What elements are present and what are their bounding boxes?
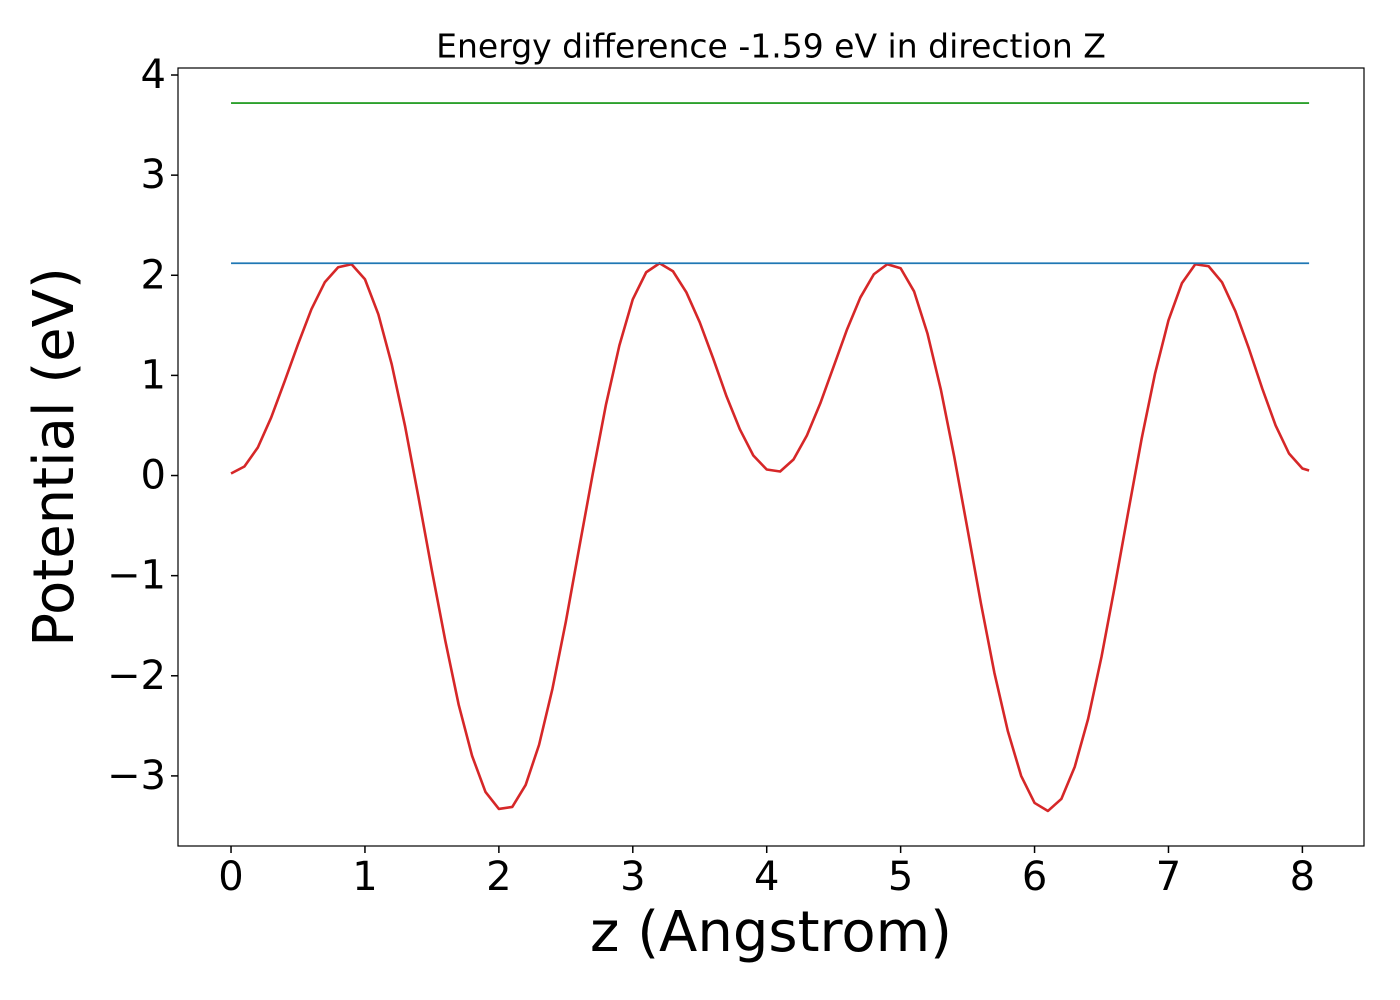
x-axis-label: z (Angstrom): [590, 900, 952, 965]
y-tick-label: 0: [141, 453, 166, 499]
y-tick-label: 3: [141, 152, 166, 198]
y-tick-label: 1: [141, 352, 166, 398]
x-tick-label: 3: [620, 854, 645, 900]
y-tick-label: −1: [107, 553, 166, 599]
x-tick-label: 2: [486, 854, 511, 900]
x-tick-label: 0: [218, 854, 243, 900]
x-tick-label: 8: [1290, 854, 1315, 900]
plot-frame: [177, 67, 1365, 847]
x-tick-label: 4: [754, 854, 779, 900]
x-tick-label: 6: [1022, 854, 1047, 900]
x-tick-label: 5: [888, 854, 913, 900]
y-axis-label: Potential (eV): [22, 267, 87, 647]
line: [230, 261, 1310, 813]
y-tick-label: −2: [107, 653, 166, 699]
y-tick-label: −3: [107, 753, 166, 799]
y-tick-label: 4: [141, 52, 166, 98]
x-tick-label: 1: [352, 854, 377, 900]
x-tick-label: 7: [1156, 854, 1181, 900]
y-tick-label: 2: [141, 252, 166, 298]
chart-title: Energy difference -1.59 eV in direction …: [436, 27, 1106, 66]
